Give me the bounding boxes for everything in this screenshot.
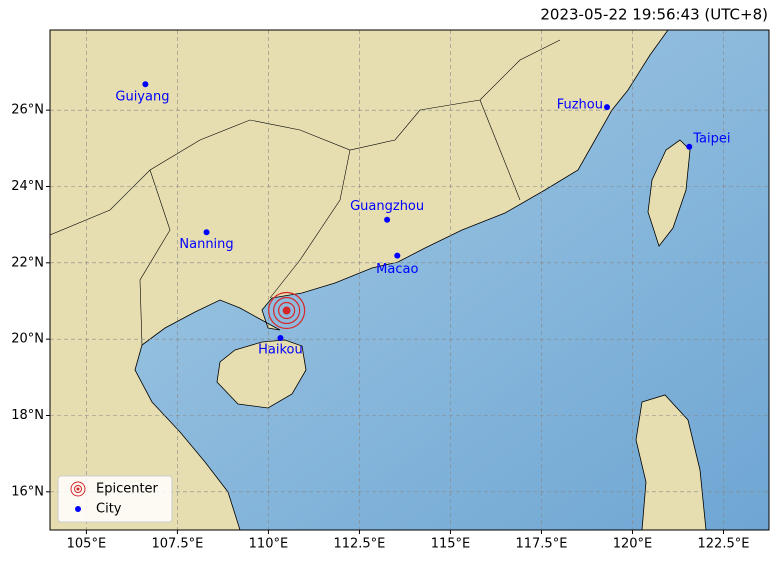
legend-label: Epicenter <box>96 482 159 497</box>
legend-box <box>57 475 173 523</box>
city-marker <box>203 229 210 236</box>
city-marker <box>394 252 401 259</box>
city-label: Haikou <box>258 343 303 358</box>
epicenter-ring <box>273 296 301 325</box>
plot: 105°E 107.5°E 110°E 112.5°E 115°E 117.5°E 120°… <box>11 30 769 552</box>
legend-symbol <box>75 506 81 512</box>
city-label: Guiyang <box>115 90 169 105</box>
y-tick-label: 24°N <box>11 179 44 194</box>
x-tick-label: 117.5°E <box>515 537 567 552</box>
epicenter-ring <box>268 291 306 330</box>
city-marker <box>384 216 391 223</box>
city-marker <box>277 335 284 342</box>
basemap <box>50 30 769 530</box>
city-label: Taipei <box>692 131 730 146</box>
city-label: Nanning <box>179 237 233 252</box>
city-marker <box>603 104 610 111</box>
y-tick-label: 26°N <box>11 103 44 118</box>
hainan <box>216 339 307 409</box>
city-label: Fuzhou <box>557 98 603 113</box>
y-tick-label: 18°N <box>11 408 44 423</box>
x-tick-label: 122.5°E <box>698 537 750 552</box>
y-tick-label: 20°N <box>11 332 44 347</box>
legend-label: City <box>96 502 122 517</box>
frame <box>49 29 770 531</box>
x-tick-label: 120°E <box>613 537 653 552</box>
x-tick-label: 105°E <box>67 537 107 552</box>
epicenter-ring <box>278 301 296 320</box>
luzon <box>635 394 707 530</box>
legend-symbol <box>70 481 86 497</box>
provinces <box>50 39 561 346</box>
legend-symbol <box>74 485 82 493</box>
x-tick-label: 107.5°E <box>151 537 203 552</box>
x-tick-label: 110°E <box>249 537 289 552</box>
epicenter <box>282 306 291 315</box>
city-label: Macao <box>376 262 418 277</box>
city-marker <box>686 143 693 150</box>
y-tick-label: 22°N <box>11 255 44 270</box>
city-marker <box>142 81 149 88</box>
city-label: Guangzhou <box>350 199 424 214</box>
title: 2023-05-22 19:56:43 (UTC+8) <box>540 6 768 24</box>
mainland <box>50 30 669 530</box>
taiwan <box>647 139 691 247</box>
y-tick-label: 16°N <box>11 484 44 499</box>
legend-symbol <box>76 487 80 491</box>
x-tick-label: 112.5°E <box>333 537 385 552</box>
x-tick-label: 115°E <box>431 537 471 552</box>
